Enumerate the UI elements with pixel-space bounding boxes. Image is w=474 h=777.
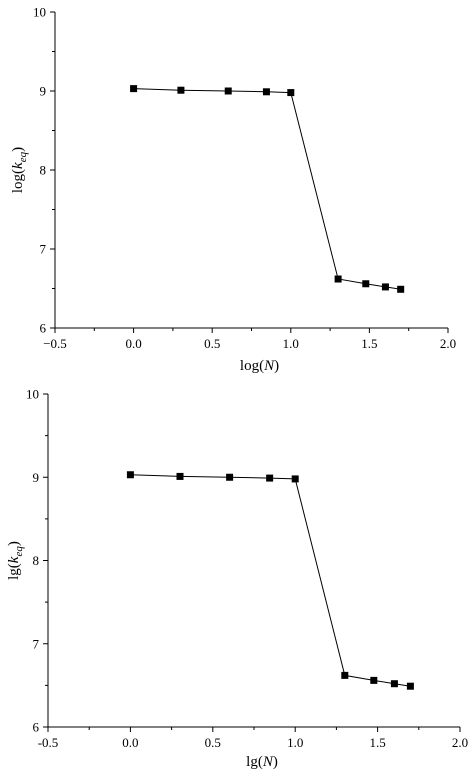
y-axis-title-variable: k [6,556,22,563]
series-line [130,474,411,687]
data-point [381,283,389,291]
y-tick-label: 6 [40,321,47,336]
data-point [176,472,184,480]
x-tick-label: 1.0 [287,735,303,750]
y-tick-label: 10 [33,5,46,20]
y-tick-label: 8 [40,163,47,178]
data-point [291,475,299,483]
series-line [133,88,401,290]
x-tick-label: 0.5 [204,336,220,351]
y-axis-title-prefix: lg( [6,563,22,580]
y-axis-title-suffix: ) [10,147,26,152]
y-axis-title-variable: k [10,162,26,169]
y-tick-label: 10 [26,387,39,402]
data-point [126,471,134,479]
x-axis-title-variable: N [263,358,275,374]
y-tick-label: 6 [33,720,40,735]
y-tick-label: 8 [33,553,40,568]
data-point [130,85,138,93]
y-tick-label: 9 [40,84,47,99]
x-tick-label: -0.5 [38,735,59,750]
data-point [334,275,342,283]
y-axis-title: log(keq) [10,147,29,193]
data-point [406,682,414,690]
data-point [262,88,270,96]
x-tick-label: 2.0 [440,336,456,351]
y-axis-title: lg(keq) [6,541,25,580]
x-axis-title-prefix: lg( [246,754,263,770]
y-axis-title-suffix: ) [6,541,22,546]
x-tick-label: 1.5 [369,735,385,750]
x-axis-title-suffix: ) [274,358,279,374]
x-tick-label: 1.0 [283,336,299,351]
y-axis-title-prefix: log( [10,169,26,193]
x-tick-label: 0.0 [125,336,141,351]
x-axis-title-prefix: log( [240,358,264,374]
y-axis-title-subscript: eq [17,151,29,162]
y-tick-label: 7 [33,636,40,651]
x-tick-label: 1.5 [361,336,377,351]
x-tick-label: 0.0 [122,735,138,750]
data-point [341,671,349,679]
data-point [266,474,274,482]
data-point [226,473,234,481]
y-axis-title-subscript: eq [13,546,25,557]
data-point [177,86,185,94]
y-tick-label: 7 [40,242,47,257]
data-point [287,89,295,97]
y-tick-label: 9 [33,470,40,485]
data-point [224,87,232,95]
x-axis-title-variable: N [262,754,274,770]
x-axis-title: lg(N) [246,754,278,770]
data-point [370,676,378,684]
x-tick-label: 2.0 [452,735,468,750]
x-tick-label: −0.5 [43,336,67,351]
x-axis-title: log(N) [240,358,279,374]
data-point [362,280,370,288]
x-tick-label: 0.5 [205,735,221,750]
data-point [390,680,398,688]
x-axis-title-suffix: ) [273,754,278,770]
data-point [397,285,405,293]
